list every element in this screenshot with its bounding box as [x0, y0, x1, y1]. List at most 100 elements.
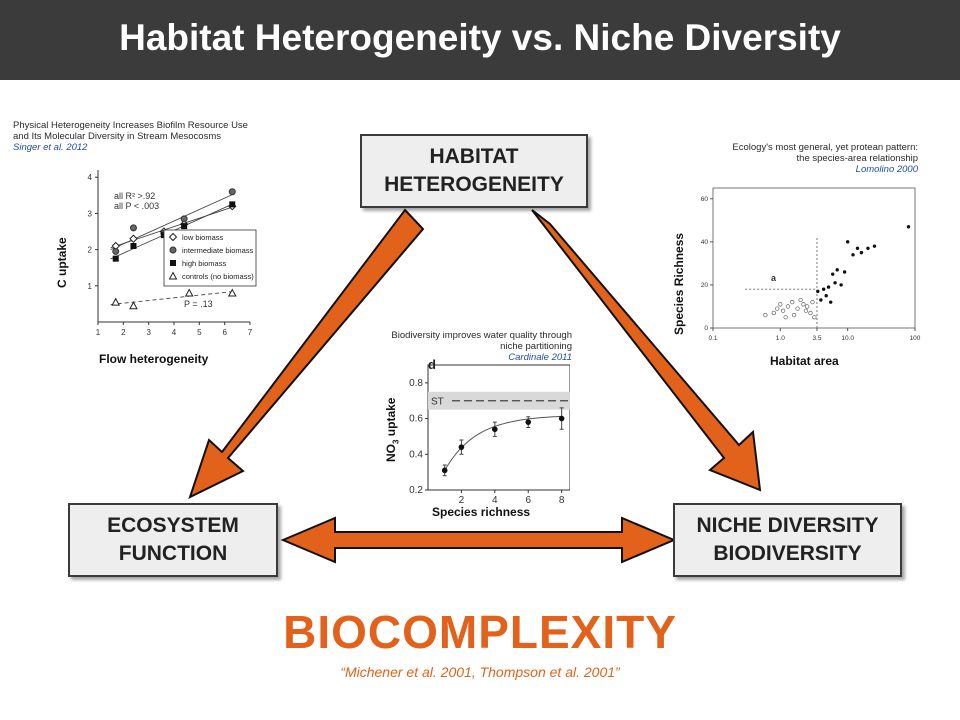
y-tick-label: 2 [88, 246, 93, 255]
left-chart: 1 2 3 4 5 6 7 1 2 3 4 all R² >.92 all P < .003 P =… [88, 170, 257, 337]
marker-circle [169, 246, 177, 254]
biocomplexity-heading: BIOCOMPLEXITY [283, 606, 677, 658]
middle-panel-caption: Biodiversity improves water quality thro… [352, 330, 572, 363]
filled-point [845, 240, 850, 244]
x-tick-label: 6 [222, 328, 227, 337]
x-tick-label: 2 [459, 495, 465, 505]
y-tick-label: 0 [704, 325, 708, 332]
right-chart: 0.1 1.0 3.5 10.0 100 0 20 40 60 a [701, 187, 921, 342]
x-tick-label: 1 [96, 328, 101, 337]
caption-reference: Cardinale 2011 [508, 352, 572, 363]
left-panel-caption: Physical Heterogeneity Increases Biofilm… [13, 120, 293, 153]
open-point [795, 306, 800, 311]
data-point [492, 426, 498, 433]
left-legend-frame [163, 229, 257, 287]
box-line: HABITAT [429, 145, 519, 168]
open-point [783, 315, 788, 320]
marker-square [229, 201, 236, 208]
x-tick-label: 5 [197, 328, 202, 337]
filled-point [826, 285, 831, 289]
marker-triangle [184, 288, 194, 297]
filled-point [872, 244, 877, 248]
open-point [785, 304, 791, 309]
caption-line: the species-area relationship [796, 153, 918, 164]
arrow-habitat-to-niche [531, 209, 762, 492]
filled-point [829, 300, 833, 304]
legend-label: high biomass [182, 259, 226, 268]
open-point [801, 302, 806, 307]
stat-r2: all R² >.92 [114, 191, 155, 201]
open-point [804, 304, 810, 309]
middle-chart: 2 4 6 8 0.2 0.4 0.6 0.8 d ST [409, 357, 570, 505]
box-line: ECOSYSTEM [107, 514, 239, 537]
caption-line: Physical Heterogeneity Increases Biofilm… [13, 120, 248, 131]
left-ylabel: C uptake [55, 237, 69, 288]
middle-ylabel: NO3 uptake [384, 398, 400, 462]
marker-diamond [129, 234, 138, 243]
x-tick-label: 6 [525, 495, 531, 505]
filled-point [824, 293, 828, 298]
box-line: FUNCTION [118, 542, 228, 565]
right-panel-caption: Ecology's most general, yet protean patt… [668, 142, 918, 175]
fit-line [110, 290, 235, 305]
open-point [791, 312, 797, 318]
right-chart-points [763, 225, 911, 320]
right-ylabel: Species Richness [672, 232, 686, 335]
saturating-curve [444, 415, 562, 471]
x-tick-label: 100 [910, 335, 921, 342]
y-tick-label: 0.6 [409, 414, 423, 425]
open-point [810, 300, 815, 305]
marker-circle [180, 215, 188, 223]
filled-point [819, 298, 823, 302]
filled-point [866, 246, 870, 251]
middle-xlabel: Species richness [432, 505, 531, 519]
data-point [558, 415, 565, 422]
open-point [778, 302, 783, 307]
open-point [808, 310, 813, 316]
marker-square [130, 243, 137, 249]
filled-point [839, 283, 843, 287]
y-tick-label: 0.2 [409, 485, 423, 496]
data-point [525, 419, 532, 425]
niche-diversity-box: NICHE DIVERSITY BIODIVERSITY [673, 503, 902, 577]
legend-label: controls (no biomass) [182, 272, 254, 281]
caption-reference: Lomolino 2000 [855, 164, 918, 175]
ylabel-no: NO [384, 444, 398, 462]
open-point [790, 300, 795, 305]
y-tick-label: 40 [701, 239, 709, 246]
x-tick-label: 10.0 [841, 335, 854, 342]
marker-circle [112, 247, 120, 255]
filled-point [851, 253, 855, 257]
middle-chart-plot [428, 391, 570, 477]
y-tick-label: 0.4 [409, 449, 423, 460]
stat-p: all P < .003 [114, 201, 159, 211]
filled-point [831, 272, 835, 276]
marker-circle [129, 224, 137, 232]
marker-square [170, 260, 176, 266]
filled-point [859, 250, 864, 255]
data-point [458, 444, 465, 450]
filled-point [842, 270, 847, 274]
left-chart-axes: 1 2 3 4 5 6 7 1 2 3 4 [88, 170, 253, 337]
ylabel-subscript: 3 [391, 439, 401, 444]
annotation-a: a [771, 273, 777, 283]
ecosystem-function-box: ECOSYSTEM FUNCTION [68, 503, 278, 577]
x-tick-label: 1.0 [776, 335, 785, 342]
marker-circle [228, 188, 236, 196]
marker-square [181, 223, 188, 230]
left-xlabel: Flow heterogeneity [99, 352, 209, 366]
box-line: HETEROGENEITY [384, 173, 564, 196]
panel-letter: d [428, 357, 436, 372]
marker-triangle [227, 288, 237, 297]
caption-line: and Its Molecular Diversity in Stream Me… [13, 131, 222, 142]
arrow-habitat-to-ecosystem [188, 208, 425, 499]
right-xlabel: Habitat area [770, 354, 839, 368]
habitat-heterogeneity-box: HABITAT HETEROGENEITY [360, 134, 588, 208]
right-chart-axes: 0.1 1.0 3.5 10.0 100 0 20 40 60 [701, 187, 921, 342]
left-legend: low biomass intermediate biomass high biom… [168, 232, 254, 281]
y-tick-label: 20 [701, 282, 709, 289]
filled-point [833, 281, 837, 285]
filled-point [906, 225, 911, 229]
plot-frame [427, 364, 570, 491]
